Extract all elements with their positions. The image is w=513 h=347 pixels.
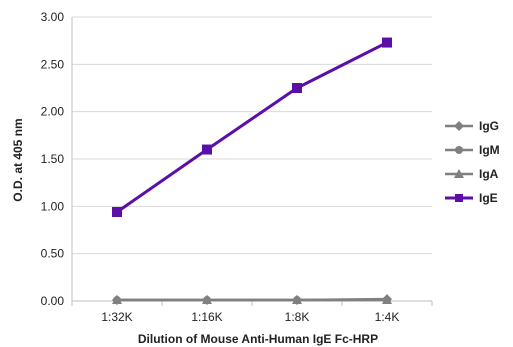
series-iga (112, 295, 392, 305)
gridlines (72, 16, 432, 255)
legend-marker (455, 146, 463, 154)
y-tick-label: 0.50 (41, 247, 65, 261)
legend: IgG IgM IgA IgE (445, 119, 500, 205)
legend-label: IgA (479, 167, 499, 181)
x-tick-label: 1:4K (375, 310, 400, 324)
series-ige (112, 37, 392, 218)
y-tick-labels: 0.00 0.50 1.00 1.50 2.00 2.50 3.00 (41, 10, 65, 308)
legend-item-igg: IgG (445, 119, 499, 133)
legend-label: IgE (479, 191, 498, 205)
legend-marker (455, 194, 463, 202)
legend-marker (454, 121, 464, 131)
legend-label: IgM (479, 143, 500, 157)
legend-item-iga: IgA (445, 167, 499, 181)
legend-item-igm: IgM (445, 143, 500, 157)
y-tick-label: 1.00 (41, 199, 65, 213)
data-point-iga (202, 295, 212, 305)
x-axis-title: Dilution of Mouse Anti-Human IgE Fc-HRP (138, 332, 378, 346)
legend-marker (454, 169, 464, 178)
data-point-ige (382, 37, 392, 48)
y-tick-label: 1.50 (41, 152, 65, 166)
data-point-ige (112, 207, 122, 218)
axes (71, 17, 433, 306)
legend-item-ige: IgE (445, 191, 498, 205)
data-point-iga (382, 295, 392, 305)
series-layer (112, 37, 392, 306)
x-tick-label: 1:32K (101, 310, 132, 324)
legend-label: IgG (479, 119, 499, 133)
y-tick-label: 2.50 (41, 57, 65, 71)
data-point-ige (292, 83, 302, 93)
x-tick-labels: 1:32K 1:16K 1:8K 1:4K (101, 310, 399, 324)
data-point-iga (112, 295, 122, 305)
y-tick-label: 3.00 (41, 10, 65, 24)
x-tick-label: 1:16K (191, 310, 222, 324)
series-line-ige (116, 41, 388, 214)
y-tick-label: 0.00 (41, 294, 65, 308)
data-point-iga (292, 295, 302, 305)
y-tick-label: 2.00 (41, 105, 65, 119)
x-tick-label: 1:8K (285, 310, 310, 324)
y-axis-title: O.D. at 405 nm (11, 118, 25, 201)
data-point-ige (202, 144, 212, 155)
